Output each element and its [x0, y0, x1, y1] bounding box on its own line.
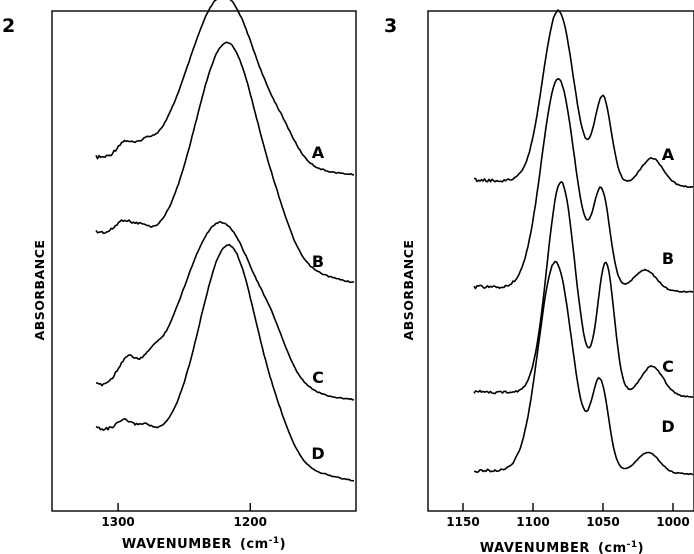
- trace-label-b: B: [312, 252, 324, 271]
- x-tick-label: 1000: [656, 515, 689, 529]
- trace-label-c: C: [662, 357, 674, 376]
- traces: A B C D: [95, 0, 355, 482]
- x-ticks: 1300 1200: [101, 503, 267, 529]
- x-axis-label: WAVENUMBER (cm-1): [122, 536, 286, 552]
- x-tick-label: 1200: [234, 515, 267, 529]
- panel-2: 2 ABSORBANCE A B C D 1300 1200 WAVENUMBER (cm…: [2, 0, 357, 552]
- spectrum-trace-c: [95, 220, 355, 401]
- spectrum-trace-a: [95, 0, 355, 176]
- trace-label-d: D: [661, 417, 674, 436]
- x-axis-label: WAVENUMBER (cm-1): [480, 540, 644, 554]
- plot-frame: [427, 10, 694, 512]
- x-tick-label: 1050: [586, 515, 619, 529]
- trace-label-a: A: [312, 143, 325, 162]
- trace-label-c: C: [312, 368, 324, 387]
- panel-number: 3: [384, 15, 397, 37]
- panel-number: 2: [2, 15, 15, 37]
- spectrum-trace-d: [473, 260, 694, 476]
- y-axis-label: ABSORBANCE: [401, 240, 416, 341]
- spectrum-trace-b: [95, 41, 355, 284]
- plot-frame: [51, 10, 357, 512]
- trace-label-b: B: [662, 249, 674, 268]
- spectrum-trace-c: [473, 181, 693, 398]
- x-tick-label: 1300: [101, 515, 134, 529]
- trace-label-d: D: [311, 444, 324, 463]
- spectrum-trace-b: [473, 78, 694, 293]
- traces: A B C D: [473, 9, 694, 476]
- x-tick-label: 1100: [516, 515, 549, 529]
- y-axis-label: ABSORBANCE: [32, 240, 47, 341]
- x-tick-label: 1150: [446, 515, 479, 529]
- panel-3: 3 ABSORBANCE A B C D 1150 1100 1050 1000 WAVEN…: [384, 9, 694, 554]
- x-ticks: 1150 1100 1050 1000: [446, 503, 690, 529]
- spectrum-trace-d: [95, 243, 355, 482]
- trace-label-a: A: [662, 145, 675, 164]
- spectrum-trace-a: [474, 9, 694, 189]
